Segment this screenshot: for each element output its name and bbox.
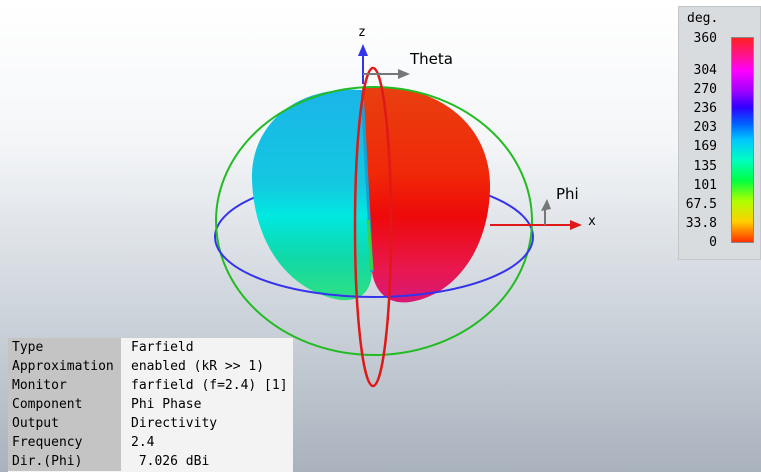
info-row: Dir.(Phi) 7.026 dBi (8, 452, 293, 471)
legend-tick-1: 304 (693, 62, 717, 78)
info-panel: Type Farfield Approximation enabled (kR >> … (8, 338, 293, 472)
legend-tick-3: 236 (693, 101, 717, 117)
phi-circle-front (214, 236, 534, 298)
vertical-circle (353, 66, 393, 388)
info-row: Component Phi Phase (8, 395, 293, 414)
info-key: Approximation (8, 357, 121, 376)
lobe-left (251, 89, 372, 301)
legend-color-bar (731, 37, 754, 243)
info-value: 2.4 (131, 435, 155, 450)
info-key: Dir.(Phi) (8, 452, 121, 471)
phi-marker-arrow (541, 199, 551, 211)
z-axis-arrow (358, 44, 368, 56)
info-value: Phi Phase (131, 397, 202, 412)
info-value: enabled (kR >> 1) (131, 359, 265, 374)
phi-label: Phi (556, 185, 579, 203)
info-value: Directivity (131, 416, 218, 431)
info-row: Output Directivity (8, 414, 293, 433)
color-legend: deg. 360 304 270 236 203 169 135 101 67.5 33.8 0 (678, 6, 761, 260)
legend-tick-5: 169 (693, 139, 717, 155)
legend-tick-4: 203 (693, 119, 717, 135)
info-value: 7.026 dBi (131, 454, 210, 469)
lobe-right (362, 86, 491, 303)
legend-tick-10: 0 (709, 235, 717, 250)
x-axis-arrow (570, 220, 582, 230)
z-axis-label: z (358, 25, 366, 40)
info-row: Type Farfield (8, 338, 293, 357)
legend-tick-9: 33.8 (685, 215, 717, 231)
info-row: Monitor farfield (f=2.4) [1] (8, 376, 293, 395)
info-key: Output (8, 414, 121, 433)
legend-tick-2: 270 (693, 82, 717, 97)
legend-unit: deg. (687, 11, 719, 26)
info-row: Frequency 2.4 (8, 433, 293, 452)
legend-tick-8: 67.5 (685, 196, 717, 212)
info-row: Approximation enabled (kR >> 1) (8, 357, 293, 376)
info-key: Monitor (8, 376, 121, 395)
lobe-seam-green (366, 219, 374, 271)
x-axis-label: x (588, 214, 596, 229)
theta-marker-arrow (398, 69, 410, 79)
theta-label: Theta (409, 50, 453, 68)
info-key: Frequency (8, 433, 121, 452)
theta-circle (215, 86, 533, 356)
legend-tick-7: 101 (693, 177, 717, 193)
legend-gradient (732, 38, 753, 242)
info-value: Farfield (131, 340, 194, 355)
legend-tick-6: 135 (693, 158, 717, 174)
info-key: Type (8, 338, 121, 357)
legend-tick-0: 360 (693, 31, 717, 46)
info-key: Component (8, 395, 121, 414)
info-value: farfield (f=2.4) [1] (131, 378, 288, 393)
